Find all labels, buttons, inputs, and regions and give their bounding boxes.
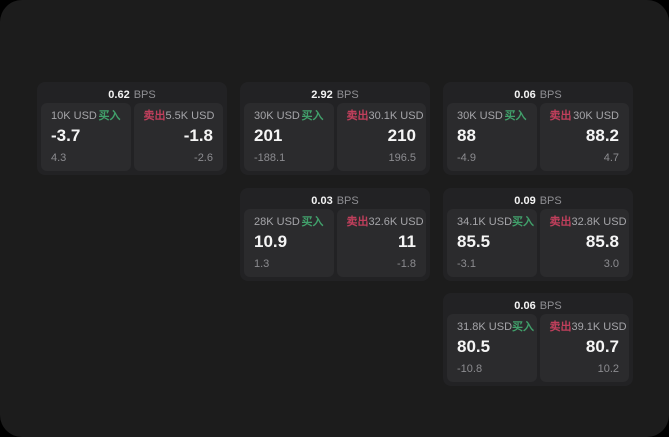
spread-value: 0.06 [514, 88, 536, 101]
buy-amount: 30K USD [457, 110, 503, 122]
sell-amount: 39.1K USD [571, 321, 627, 333]
buy-side-label: 买入 [301, 110, 324, 122]
sell-amount: 32.6K USD [368, 216, 424, 228]
buy-panel[interactable]: 30K USD 买入 201 -188.1 [244, 103, 334, 171]
spread-header: 0.06 BPS [447, 297, 629, 314]
spread-header: 0.62 BPS [41, 86, 223, 103]
sell-panel[interactable]: 卖出 30.1K USD 210 196.5 [336, 103, 426, 171]
bps-unit-label: BPS [539, 88, 562, 101]
buy-price: 80.5 [457, 337, 491, 356]
sell-side-label: 卖出 [549, 321, 572, 333]
sell-price: -1.8 [183, 126, 213, 145]
buy-price: 10.9 [254, 232, 288, 251]
bps-unit-label: BPS [336, 194, 359, 207]
spread-value: 0.03 [311, 194, 333, 207]
buy-amount: 31.8K USD [457, 321, 513, 333]
buy-secondary-value: 1.3 [254, 258, 270, 270]
spread-value: 2.92 [311, 88, 333, 101]
spread-value: 0.09 [514, 194, 536, 207]
buy-amount: 10K USD [51, 110, 97, 122]
sell-amount: 30K USD [573, 110, 619, 122]
buy-price: 85.5 [457, 232, 491, 251]
buy-amount: 34.1K USD [457, 216, 513, 228]
buy-secondary-value: -10.8 [457, 363, 483, 375]
buy-panel[interactable]: 10K USD 买入 -3.7 4.3 [41, 103, 131, 171]
sell-amount: 32.8K USD [571, 216, 627, 228]
sell-panel[interactable]: 卖出 30K USD 88.2 4.7 [539, 103, 629, 171]
buy-secondary-value: -4.9 [457, 152, 476, 164]
sell-price: 210 [387, 126, 416, 145]
spread-value: 0.06 [514, 299, 536, 312]
sell-amount: 30.1K USD [368, 110, 424, 122]
sell-secondary-value: 10.2 [597, 363, 619, 375]
quote-card-4: 0.03 BPS 28K USD 买入 10.9 1.3 卖出 32.6K US… [240, 188, 430, 281]
buy-secondary-value: -188.1 [254, 152, 286, 164]
quote-card-5: 0.09 BPS 34.1K USD 买入 85.5 -3.1 卖出 32.8K… [443, 188, 633, 281]
buy-price: 201 [254, 126, 283, 145]
sell-side-label: 卖出 [143, 110, 166, 122]
quote-card-3: 0.06 BPS 30K USD 买入 88 -4.9 卖出 30K USD [443, 82, 633, 175]
sell-price: 80.7 [585, 337, 619, 356]
sell-secondary-value: -2.6 [194, 152, 213, 164]
bps-unit-label: BPS [133, 88, 156, 101]
sell-secondary-value: 4.7 [603, 152, 619, 164]
sell-secondary-value: 3.0 [603, 258, 619, 270]
sell-side-label: 卖出 [346, 216, 369, 228]
sell-side-label: 卖出 [549, 216, 572, 228]
spread-header: 0.03 BPS [244, 192, 426, 209]
sell-panel[interactable]: 卖出 5.5K USD -1.8 -2.6 [133, 103, 223, 171]
sell-panel[interactable]: 卖出 32.6K USD 11 -1.8 [336, 209, 426, 277]
sell-secondary-value: -1.8 [397, 258, 416, 270]
spread-header: 0.09 BPS [447, 192, 629, 209]
bps-unit-label: BPS [336, 88, 359, 101]
sell-price: 11 [398, 232, 416, 251]
buy-amount: 28K USD [254, 216, 300, 228]
buy-side-label: 买入 [512, 321, 535, 333]
buy-side-label: 买入 [98, 110, 121, 122]
spread-header: 2.92 BPS [244, 86, 426, 103]
sell-side-label: 卖出 [346, 110, 369, 122]
bps-unit-label: BPS [539, 299, 562, 312]
sell-panel[interactable]: 卖出 39.1K USD 80.7 10.2 [539, 314, 629, 382]
buy-price: 88 [457, 126, 476, 145]
quote-card-6: 0.06 BPS 31.8K USD 买入 80.5 -10.8 卖出 39.1… [443, 293, 633, 386]
buy-panel[interactable]: 34.1K USD 买入 85.5 -3.1 [447, 209, 537, 277]
sell-secondary-value: 196.5 [388, 152, 416, 164]
buy-side-label: 买入 [512, 216, 535, 228]
quote-card-1: 0.62 BPS 10K USD 买入 -3.7 4.3 卖出 5.5K USD [37, 82, 227, 175]
buy-amount: 30K USD [254, 110, 300, 122]
buy-panel[interactable]: 28K USD 买入 10.9 1.3 [244, 209, 334, 277]
sell-panel[interactable]: 卖出 32.8K USD 85.8 3.0 [539, 209, 629, 277]
buy-side-label: 买入 [301, 216, 324, 228]
sell-price: 88.2 [585, 126, 619, 145]
buy-panel[interactable]: 30K USD 买入 88 -4.9 [447, 103, 537, 171]
spread-value: 0.62 [108, 88, 130, 101]
bps-unit-label: BPS [539, 194, 562, 207]
buy-secondary-value: 4.3 [51, 152, 67, 164]
buy-price: -3.7 [51, 126, 81, 145]
buy-panel[interactable]: 31.8K USD 买入 80.5 -10.8 [447, 314, 537, 382]
spread-header: 0.06 BPS [447, 86, 629, 103]
buy-side-label: 买入 [504, 110, 527, 122]
sell-side-label: 卖出 [549, 110, 572, 122]
sell-price: 85.8 [585, 232, 619, 251]
quote-card-2: 2.92 BPS 30K USD 买入 201 -188.1 卖出 30.1K … [240, 82, 430, 175]
buy-secondary-value: -3.1 [457, 258, 476, 270]
sell-amount: 5.5K USD [165, 110, 215, 122]
